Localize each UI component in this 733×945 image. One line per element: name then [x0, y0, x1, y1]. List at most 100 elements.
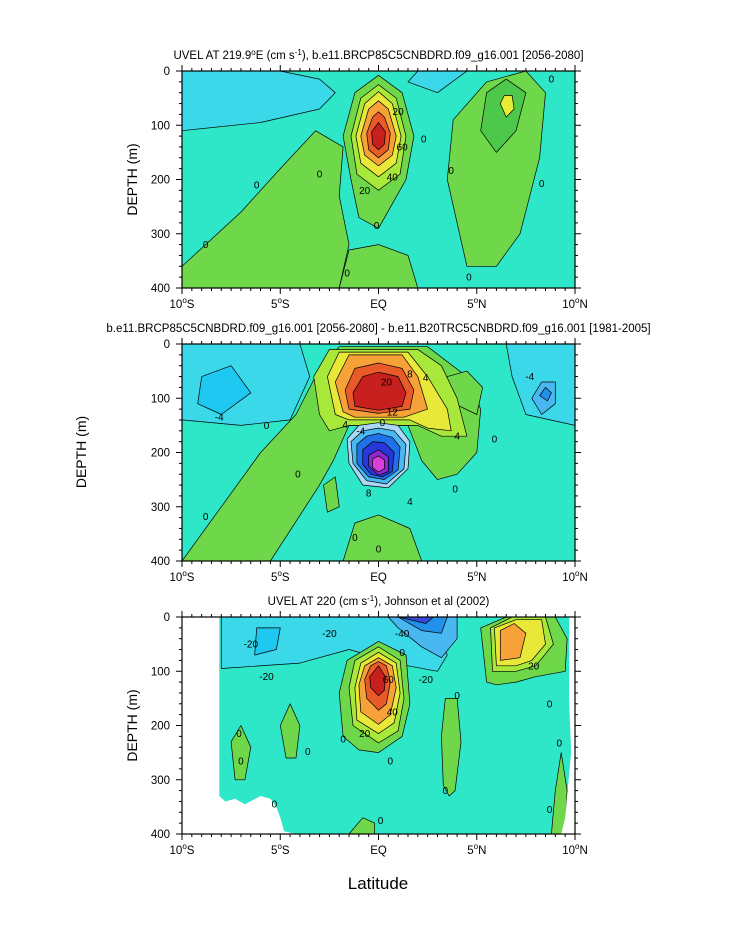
contour-label: 0 — [352, 533, 358, 544]
contour-label: 0 — [454, 691, 460, 702]
contour-label: 0 — [421, 134, 427, 145]
contour-label: 0 — [549, 75, 555, 86]
y-tick-label: 100 — [151, 393, 170, 405]
contour-label: 0 — [305, 747, 311, 758]
contour-label: -20 — [259, 672, 274, 683]
contour-label: 8 — [407, 369, 413, 380]
missing-data-region — [182, 617, 296, 834]
contour-label: 0 — [344, 268, 350, 279]
figure-xlabel: Latitude — [348, 874, 409, 893]
x-tick-label: EQ — [370, 572, 387, 584]
missing-data-region — [561, 617, 575, 834]
y-tick-label: 300 — [151, 775, 170, 787]
contour-region — [480, 78, 527, 153]
contour-label: 0 — [340, 735, 346, 746]
contour-label: -20 — [322, 629, 337, 640]
x-tick-label: EQ — [370, 299, 387, 311]
x-tick-label: 5oN — [467, 842, 486, 857]
contour-label: 0 — [448, 166, 454, 177]
contour-label: 0 — [264, 421, 270, 432]
contour-label: 60 — [397, 142, 409, 153]
contour-region — [342, 514, 423, 561]
contour-label: 12 — [387, 407, 399, 418]
contour-region — [348, 817, 375, 834]
contour-label: 0 — [295, 470, 301, 481]
contour-label: 20 — [359, 729, 371, 740]
contour-label: 4 — [342, 420, 348, 431]
contour-label: 0 — [539, 179, 545, 190]
x-tick-label: 5oS — [271, 842, 290, 857]
contour-region — [279, 703, 301, 759]
contour-label: 0 — [236, 729, 242, 740]
contour-label: 0 — [399, 648, 405, 659]
x-tick-label: 5oS — [271, 296, 290, 311]
contour-region — [369, 665, 386, 697]
y-tick-label: 200 — [151, 721, 170, 733]
contour-region — [182, 130, 350, 288]
contour-label: 0 — [547, 805, 553, 816]
y-tick-label: 300 — [151, 502, 170, 514]
x-tick-label: 10oS — [170, 296, 195, 311]
panel-title: UVEL AT 219.9oE (cm s-1), b.e11.BRCP85C5… — [173, 48, 583, 62]
contour-label: -4 — [215, 413, 224, 424]
y-tick-label: 300 — [151, 229, 170, 241]
contour-label: 40 — [387, 707, 399, 718]
contour-label: 0 — [492, 434, 498, 445]
contour-region — [397, 617, 434, 624]
contour-label: 60 — [383, 675, 395, 686]
contour-region — [446, 71, 546, 267]
x-tick-label: 10oS — [170, 569, 195, 584]
plot-area: -20 -20 -20 0 0 0 0 0 -40 0 -20 60 40 20 0 0 0 20 0 0 0 0 — [182, 617, 575, 834]
y-tick-label: 200 — [151, 448, 170, 460]
y-tick-label: 0 — [164, 66, 170, 78]
contour-label: 0 — [557, 738, 563, 749]
contour-region — [499, 95, 515, 118]
contour-label: 0 — [317, 170, 323, 181]
contour-region — [499, 623, 527, 661]
contour-label: 0 — [203, 512, 209, 523]
contour-label: 0 — [547, 699, 553, 710]
contour-region — [197, 365, 252, 415]
y-axis-label: DEPTH (m) — [124, 689, 140, 761]
contour-region — [182, 71, 336, 132]
y-tick-label: 100 — [151, 120, 170, 132]
contour-region — [371, 122, 386, 151]
x-tick-label: 5oN — [467, 296, 486, 311]
contour-label: 0 — [378, 816, 384, 827]
contour-label: -4 — [356, 426, 365, 437]
contour-region — [551, 752, 568, 834]
contour-label: 0 — [203, 240, 209, 251]
panel-title: UVEL AT 220 (cm s-1), Johnson et al (200… — [268, 594, 490, 608]
y-tick-label: 100 — [151, 666, 170, 678]
panel-bottom: -20-20-2000000-400-2060402000020000010oS… — [124, 594, 588, 857]
contour-label: 4 — [454, 432, 460, 443]
contour-label: 0 — [443, 786, 449, 797]
x-tick-label: 5oS — [271, 569, 290, 584]
x-tick-label: EQ — [370, 845, 387, 857]
contour-label: 8 — [366, 489, 372, 500]
contour-label: 20 — [381, 378, 393, 389]
y-axis-label: DEPTH (m) — [124, 143, 140, 215]
x-tick-label: 10oN — [562, 842, 588, 857]
contour-label: 40 — [387, 172, 399, 183]
contour-label: -40 — [395, 629, 410, 640]
contour-region — [254, 627, 281, 656]
contour-region — [441, 698, 462, 797]
contour-label: -20 — [244, 640, 259, 651]
contour-label: 4 — [423, 373, 429, 384]
y-tick-label: 400 — [151, 829, 170, 841]
contour-region — [539, 387, 552, 402]
contour-label: 0 — [272, 800, 278, 811]
contour-region — [352, 371, 407, 411]
x-tick-label: 10oN — [562, 296, 588, 311]
contour-label: 0 — [254, 180, 260, 191]
x-tick-label: 5oN — [467, 569, 486, 584]
contour-region — [397, 617, 448, 634]
contour-label: 20 — [359, 186, 371, 197]
contour-label: 0 — [466, 273, 472, 284]
contour-region — [323, 476, 340, 513]
contour-label: 0 — [388, 756, 394, 767]
panel-top: 0 0 0 0 0 0 0 0 0 0 20 60 40 20 10oS 5oS EQ 5oN 10oN 0 100 20… — [124, 48, 588, 311]
